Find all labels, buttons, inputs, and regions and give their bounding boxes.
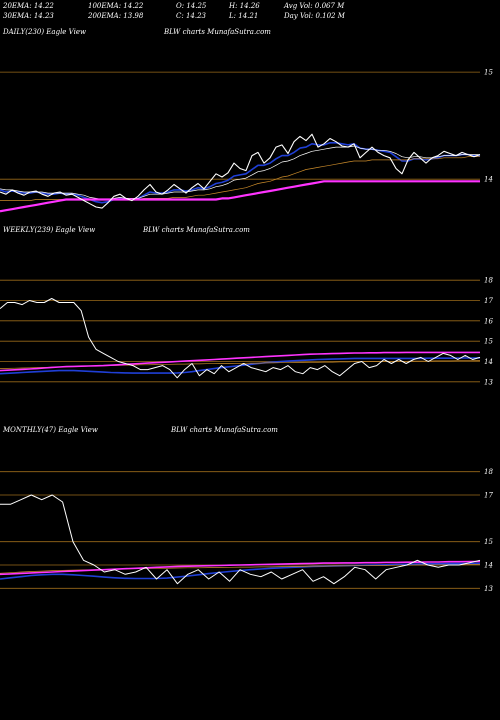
header-day-vol: Day Vol: 0.102 M <box>284 12 345 20</box>
header-20ema: 20EMA: 14.22 <box>3 2 54 10</box>
daily-title: DAILY(230) Eagle View <box>3 28 86 36</box>
monthly-ytick-label-0: 18 <box>484 468 493 476</box>
monthly-series-0-line <box>0 494 481 585</box>
weekly-ytick-label-3: 15 <box>484 338 493 346</box>
weekly-ytick-label-5: 13 <box>484 378 493 386</box>
weekly-series-3-line <box>0 351 480 372</box>
header-low: L: 14.21 <box>229 12 259 20</box>
weekly-title: WEEKLY(239) Eagle View <box>3 226 96 234</box>
daily-subtitle: BLW charts MunafaSutra.com <box>164 28 271 36</box>
header-100ema: 100EMA: 14.22 <box>88 2 144 10</box>
weekly-ytick-label-2: 16 <box>484 317 493 325</box>
daily-ytick-label-0: 15 <box>484 69 493 77</box>
header-close: C: 14.23 <box>176 12 206 20</box>
header-open: O: 14.25 <box>176 2 207 10</box>
monthly-panel: 18 17 15 14 13 <box>0 468 493 593</box>
monthly-series-3-line <box>0 560 480 576</box>
monthly-ytick-label-1: 17 <box>484 492 493 500</box>
weekly-ytick-label-1: 17 <box>484 297 493 305</box>
monthly-ytick-label-2: 15 <box>484 538 493 546</box>
header-200ema: 200EMA: 13.98 <box>88 12 144 20</box>
weekly-panel: 18 17 16 15 14 13 <box>0 277 493 386</box>
weekly-subtitle: BLW charts MunafaSutra.com <box>143 226 250 234</box>
header-avg-vol: Avg Vol: 0.067 M <box>284 2 345 10</box>
header-30ema: 30EMA: 14.23 <box>3 12 54 20</box>
header-high: H: 14.26 <box>229 2 260 10</box>
daily-ytick-label-1: 14 <box>484 176 493 184</box>
daily-series-0-line <box>0 133 481 209</box>
weekly-series-0-line <box>0 298 481 379</box>
monthly-ytick-label-3: 14 <box>484 562 493 570</box>
daily-series-2-line <box>0 145 480 200</box>
weekly-ytick-label-0: 18 <box>484 277 493 285</box>
daily-series-4-line <box>0 180 480 213</box>
monthly-title: MONTHLY(47) Eagle View <box>3 426 98 434</box>
monthly-ytick-label-4: 13 <box>484 585 493 593</box>
monthly-series-1-line <box>0 562 480 580</box>
monthly-subtitle: BLW charts MunafaSutra.com <box>171 426 278 434</box>
weekly-ytick-label-4: 14 <box>484 358 493 366</box>
